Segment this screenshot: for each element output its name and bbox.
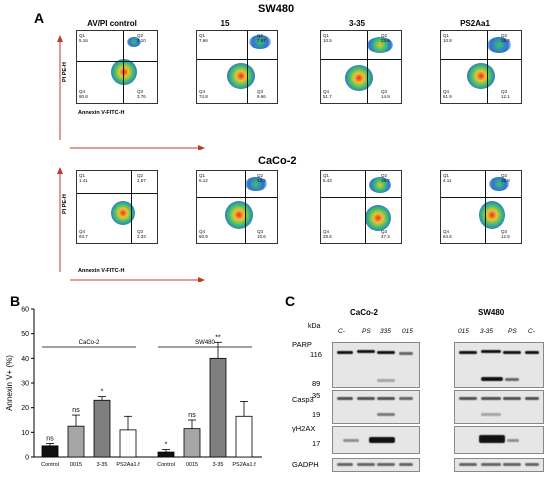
bar-label: Control [157, 462, 175, 468]
flow-plot-sw480-control: Q1 5.16 Q2 2.10 Q3 3.76 Q4 90.8 [76, 30, 158, 104]
blot-caco2-casp3 [332, 390, 420, 424]
y-tick-label: 20 [21, 405, 29, 412]
cell-line-label-sw480: SW480 [478, 308, 505, 317]
blot-sw480-gh2ax [454, 426, 544, 454]
y-tick-label: 50 [21, 331, 29, 338]
sig-label: ns [188, 412, 196, 419]
x-axis-label-row1: Annexin V-FITC-H [78, 110, 125, 116]
bar-label: 0015 [186, 462, 198, 468]
bar-label: Control [41, 462, 59, 468]
col-label-ps2aa1: PS2Aa1 [460, 19, 490, 28]
cell-line-label-caco2: CaCo-2 [350, 308, 379, 317]
bar-caco-2-0 [41, 445, 59, 458]
x-axis-label-row2: Annexin V-FITC-H [78, 268, 125, 274]
flow-plot-sw480-ps2aa1: Q1 10.8 Q2 15.3 Q3 12.1 Q4 61.9 [440, 30, 522, 104]
bar-label: 3-35 [96, 462, 107, 468]
col-label-control: AV/PI control [87, 19, 137, 28]
blot-sw480-casp3 [454, 390, 544, 424]
flow-plot-caco2-3-35: Q1 5.43 Q2 18.7 Q3 47.3 Q4 28.6 [320, 170, 402, 244]
lane-left-2: PS [362, 328, 371, 335]
sig-label: ns [46, 435, 54, 442]
y-axis-label-row1: PI PE-H [62, 62, 68, 82]
panel-b-letter: B [10, 293, 21, 309]
lane-right-2: 3-35 [480, 328, 494, 335]
bar-caco-2-1 [67, 425, 85, 458]
flow-plot-caco2-15: Q1 5.12 Q2 13.3 Q3 10.6 Q4 50.9 [196, 170, 278, 244]
sig-label: * [165, 442, 168, 449]
blot-sw480-gadph [454, 458, 544, 472]
lane-right-3: PS [508, 328, 517, 335]
bar-caco-2-2 [93, 399, 111, 458]
panel-c-letter: C [285, 293, 296, 309]
sig-label: ns [72, 407, 80, 414]
protein-label-casp3: Casp3 [292, 395, 314, 404]
protein-label-gh2ax: γH2AX [292, 424, 316, 433]
bar-label: PS2Aa1.f [116, 462, 140, 468]
axis-arrows-row1 [57, 35, 205, 150]
marker-35: 35 [312, 391, 321, 400]
flow-plot-caco2-ps2aa1: Q1 4.11 Q2 16.8 Q3 12.5 Q4 64.6 [440, 170, 522, 244]
lane-left-1: C- [338, 328, 345, 335]
lane-right-4: C- [528, 328, 535, 335]
marker-89: 89 [312, 379, 321, 388]
sig-label: * [101, 389, 104, 396]
blot-sw480-parp [454, 342, 544, 388]
y-tick-label: 10 [21, 430, 29, 437]
bar-sw480-0 [157, 451, 175, 458]
bar-sw480-3 [235, 415, 253, 458]
axis-arrows-row2 [57, 167, 205, 282]
protein-label-parp: PARP [292, 340, 312, 349]
kda-label: kDa [308, 323, 321, 330]
marker-19: 19 [312, 410, 321, 419]
lane-left-4: 015 [402, 328, 413, 335]
y-axis-label-row2: PI PE-H [62, 194, 68, 214]
group-label-caco-2: CaCo-2 [79, 340, 100, 346]
bar-sw480-2 [209, 357, 227, 458]
bar-label: PS2Aa1.f [232, 462, 256, 468]
row-title-sw480: SW480 [258, 3, 295, 15]
bar-label: 3-35 [212, 462, 223, 468]
flow-plot-caco2-control: Q1 1.41 Q2 2.57 Q3 2.33 Q4 93.7 [76, 170, 158, 244]
blot-caco2-gh2ax [332, 426, 420, 454]
y-tick-label: 60 [21, 307, 29, 314]
bar-caco-2-3 [119, 429, 137, 458]
blot-caco2-parp [332, 342, 420, 388]
flow-plot-sw480-3-35: Q1 10.5 Q2 23.6 Q3 14.8 Q4 51.7 [320, 30, 402, 104]
y-tick-label: 40 [21, 356, 29, 363]
col-label-15: 15 [220, 19, 230, 28]
blot-caco2-gadph [332, 458, 420, 472]
group-label-sw480: SW480 [195, 340, 215, 346]
marker-116: 116 [310, 350, 322, 359]
lane-left-3: 335 [380, 328, 391, 335]
sig-label: ** [215, 334, 221, 341]
col-label-3-35: 3-35 [348, 19, 365, 28]
flow-plot-sw480-15: Q1 7.66 Q2 7.67 Q3 9.66 Q4 74.8 [196, 30, 278, 104]
row-title-caco2: CaCo-2 [258, 155, 297, 167]
protein-label-gadph: GADPH [292, 460, 319, 469]
bar-label: 0015 [70, 462, 82, 468]
y-tick-label: 0 [25, 455, 29, 462]
y-tick-label: 30 [21, 381, 29, 388]
lane-right-1: 015 [458, 328, 469, 335]
marker-17: 17 [312, 439, 321, 448]
y-axis-title: Annexin V+ (%) [5, 355, 14, 411]
annexin-bar-chart: 0 10 20 30 40 50 60 Annexin V+ (%) ns Control ns 00… [5, 307, 262, 468]
panel-a-letter: A [34, 10, 45, 26]
bar-sw480-1 [183, 428, 201, 458]
